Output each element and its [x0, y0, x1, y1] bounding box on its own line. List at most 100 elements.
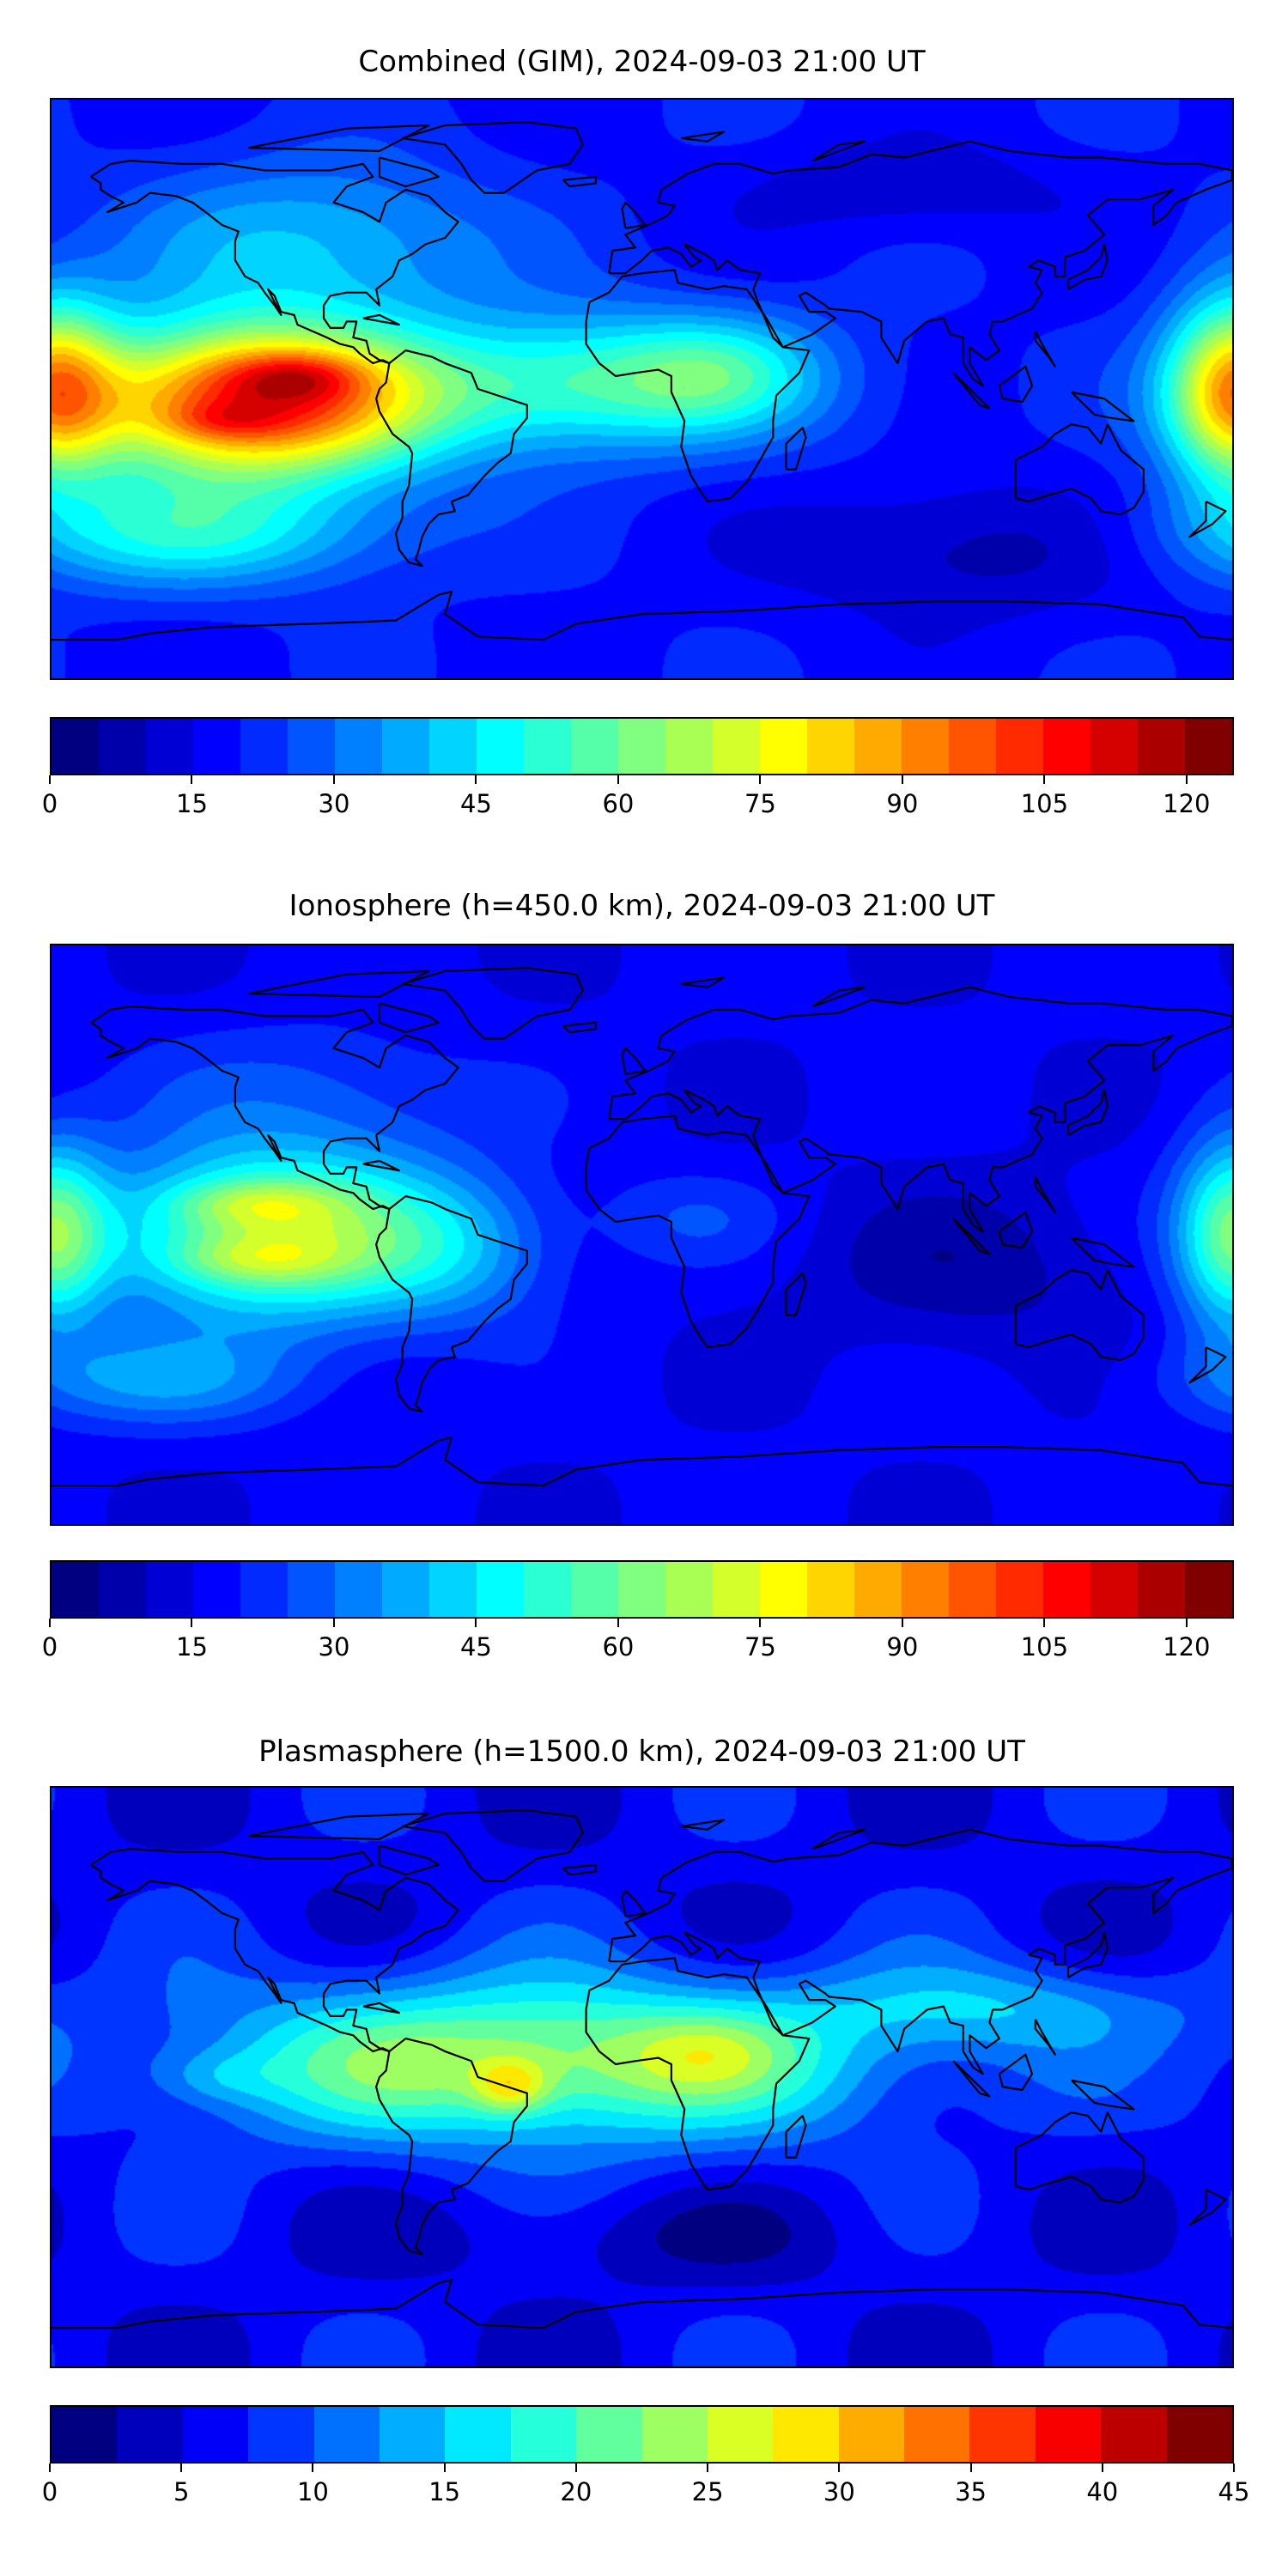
- colorbar-tick-label: 10: [296, 2477, 329, 2506]
- colorbar-tick-mark: [475, 775, 477, 784]
- coastline-novaya-zemlya: [812, 987, 865, 1006]
- colorbar-tick-mark: [49, 775, 51, 784]
- colorbar-bin: [1043, 719, 1091, 774]
- colorbar-bin: [510, 2407, 577, 2462]
- coastline-cuba: [363, 2003, 399, 2013]
- coastline-iceland: [563, 1023, 596, 1032]
- coastline-baffin-island: [380, 1003, 439, 1032]
- colorbar-tick-mark: [443, 2464, 446, 2472]
- coastline-borneo: [999, 1212, 1032, 1248]
- coastline-new-zealand: [1189, 1347, 1225, 1382]
- coastline-north-america: [91, 1006, 459, 1209]
- colorbar-bin: [665, 719, 713, 774]
- coastline-madagascar: [787, 428, 806, 470]
- colorbar-bin: [335, 1562, 382, 1617]
- colorbar-bin: [1138, 1562, 1185, 1617]
- colorbar-tick-label: 45: [1218, 2477, 1250, 2506]
- colorbar-bin: [760, 719, 807, 774]
- panel-3-map: [50, 1786, 1234, 2368]
- colorbar-bin: [807, 1562, 854, 1617]
- colorbar-tick-mark: [759, 775, 762, 784]
- coastline-philippines: [1036, 2020, 1055, 2055]
- coastline-eurasia: [609, 1830, 1232, 2075]
- panel-2-colorbar: [50, 1560, 1234, 1619]
- coastline-greenland: [403, 968, 583, 1038]
- coastline-africa: [586, 1958, 810, 2190]
- colorbar-bin: [949, 1562, 996, 1617]
- colorbar-bin: [854, 719, 902, 774]
- coastline-cuba: [363, 315, 399, 325]
- colorbar-bin: [571, 1562, 618, 1617]
- colorbar-tick-mark: [1043, 1619, 1046, 1627]
- colorbar-tick-label: 40: [1086, 2477, 1119, 2506]
- colorbar-bin: [1043, 1562, 1091, 1617]
- colorbar-tick-mark: [617, 1619, 619, 1627]
- colorbar-tick-mark: [191, 1619, 193, 1627]
- colorbar-tick-label: 30: [823, 2477, 855, 2506]
- colorbar-tick-label: 120: [1163, 1632, 1211, 1662]
- panel-2-map: [50, 944, 1234, 1526]
- coastline-japan: [1068, 1091, 1108, 1135]
- colorbar-bin: [902, 719, 949, 774]
- coastline-antarctica: [52, 2280, 1232, 2328]
- colorbar-tick-label: 5: [173, 2477, 190, 2506]
- colorbar-tick-label: 90: [886, 789, 919, 818]
- colorbar-bin: [240, 719, 288, 774]
- panel-1-coastlines: [52, 100, 1232, 678]
- colorbar-bin: [248, 2407, 314, 2462]
- colorbar-tick-mark: [191, 775, 193, 784]
- colorbar-tick-label: 15: [176, 789, 208, 818]
- colorbar-bin: [99, 1562, 146, 1617]
- colorbar-bin: [1091, 1562, 1138, 1617]
- colorbar-tick-label: 90: [886, 1632, 919, 1662]
- colorbar-tick-mark: [838, 2464, 841, 2472]
- colorbar-tick-label: 0: [41, 2477, 58, 2506]
- colorbar-bin: [52, 1562, 99, 1617]
- panel-1-colorbar-ticks: 0 15 30 45 60 75 90 105 120: [42, 775, 1234, 827]
- colorbar-tick-label: 45: [459, 1632, 492, 1662]
- colorbar-bin: [193, 1562, 240, 1617]
- coastline-antarctica: [52, 592, 1232, 640]
- coastline-sumatra: [953, 1218, 989, 1254]
- colorbar-tick-mark: [332, 1619, 335, 1627]
- coastline-new-guinea: [1072, 2081, 1134, 2110]
- coastline-arctic-archipelago: [248, 1814, 428, 1839]
- colorbar-bin: [524, 1562, 571, 1617]
- colorbar-tick-label: 75: [744, 1632, 776, 1662]
- coastline-svalbard: [681, 977, 724, 987]
- coastline-new-guinea: [1072, 392, 1134, 422]
- coastline-great-britain: [623, 1048, 646, 1074]
- coastline-antarctica: [52, 1437, 1232, 1485]
- coastline-svalbard: [681, 131, 724, 141]
- colorbar-bin: [52, 2407, 118, 2462]
- panel-1-tec-field: [52, 100, 1232, 678]
- colorbar-bin: [146, 1562, 193, 1617]
- colorbar-bin: [117, 2407, 183, 2462]
- colorbar-tick-mark: [475, 1619, 477, 1627]
- colorbar-bin: [713, 1562, 760, 1617]
- coastline-new-zealand: [1189, 2190, 1225, 2225]
- coastline-south-america: [376, 350, 527, 566]
- coastline-philippines: [1036, 331, 1055, 367]
- colorbar-tick-mark: [1101, 2464, 1103, 2472]
- colorbar-bin: [838, 2407, 905, 2462]
- colorbar-bin: [665, 1562, 713, 1617]
- coastline-africa: [586, 1115, 810, 1347]
- coastline-svalbard: [681, 1820, 724, 1829]
- coastline-novaya-zemlya: [812, 1830, 865, 1849]
- colorbar-bin: [1185, 1562, 1232, 1617]
- colorbar-tick-mark: [332, 775, 335, 784]
- coastline-great-britain: [623, 203, 646, 228]
- colorbar-bin: [996, 719, 1043, 774]
- colorbar-bin: [429, 719, 477, 774]
- colorbar-bin: [382, 719, 429, 774]
- coastline-sumatra: [953, 2061, 989, 2096]
- colorbar-bin: [313, 2407, 380, 2462]
- colorbar-bin: [1185, 719, 1232, 774]
- colorbar-tick-label: 105: [1020, 789, 1069, 818]
- colorbar-tick-mark: [49, 2464, 51, 2472]
- coastline-arctic-archipelago: [248, 971, 428, 997]
- coastline-eurasia: [609, 987, 1232, 1232]
- colorbar-tick-label: 15: [428, 2477, 461, 2506]
- colorbar-bin: [1138, 719, 1185, 774]
